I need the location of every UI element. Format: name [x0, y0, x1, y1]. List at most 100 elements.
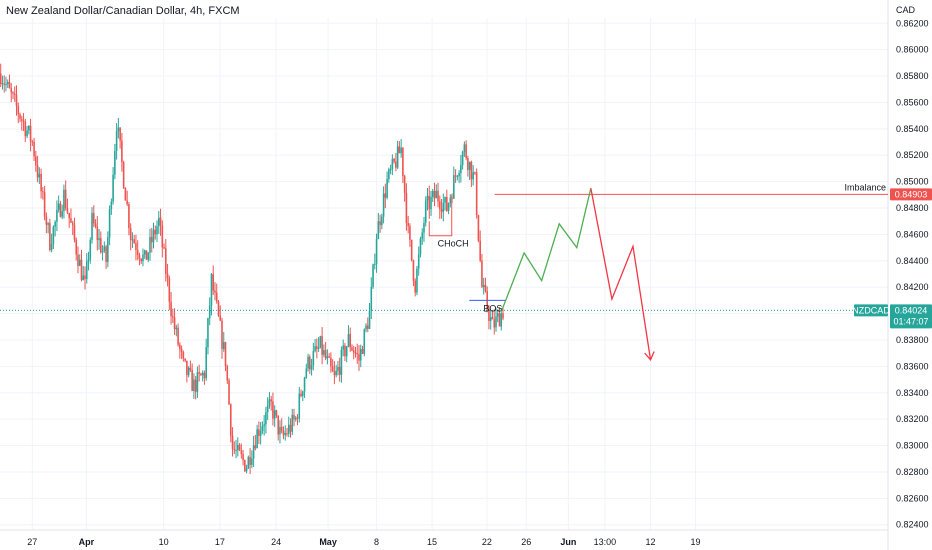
candle	[252, 435, 255, 467]
candle	[147, 251, 150, 263]
candle	[184, 358, 186, 363]
candle	[110, 198, 113, 215]
candle-body	[403, 176, 406, 193]
candle-body	[164, 248, 167, 275]
candle-body	[124, 188, 127, 201]
price-axis[interactable]: 0.86200 0.86000 0.85800 0.85600 0.85400 0.852…	[890, 5, 932, 530]
candle	[366, 317, 369, 333]
candle	[495, 307, 497, 332]
candle	[10, 83, 13, 103]
current-price-text: 0.84024	[895, 305, 928, 315]
candle	[414, 278, 416, 297]
candle-body	[454, 175, 457, 177]
candle	[265, 406, 267, 434]
candle	[410, 239, 413, 262]
candle	[66, 198, 69, 215]
candle-body	[136, 250, 139, 255]
candle-body	[446, 197, 448, 211]
candle-body	[437, 190, 439, 202]
x-tick-label: May	[319, 537, 337, 547]
candle-body	[208, 305, 211, 319]
candle	[454, 169, 457, 183]
candle-body	[324, 350, 327, 359]
y-tick-label: 0.83600	[896, 361, 929, 371]
candle	[424, 196, 427, 227]
candle	[502, 308, 504, 321]
candle	[268, 392, 271, 409]
candle-body	[1, 83, 4, 85]
candle	[468, 161, 471, 180]
candle-body	[117, 127, 120, 132]
candle-body	[279, 426, 281, 435]
candle-body	[254, 445, 257, 449]
candle	[402, 147, 404, 183]
candle-body	[460, 165, 462, 174]
candle-body	[100, 238, 102, 253]
candle	[200, 372, 202, 376]
candle-body	[172, 316, 174, 318]
candle	[449, 194, 452, 208]
candle-body	[337, 366, 339, 371]
candle	[284, 425, 287, 441]
x-tick-label: 19	[690, 537, 700, 547]
candle	[461, 150, 464, 170]
candle-body	[64, 189, 67, 209]
candle-body	[207, 318, 209, 348]
candle	[347, 325, 350, 348]
candle-body	[402, 147, 404, 177]
candle-body	[286, 433, 288, 435]
candle	[403, 174, 406, 202]
candle-body	[126, 200, 128, 205]
candle	[245, 464, 248, 474]
candle-body	[481, 260, 483, 287]
candle-body	[309, 356, 311, 370]
candle-body	[305, 368, 308, 378]
candle	[372, 263, 374, 289]
x-tick-label: 17	[215, 537, 225, 547]
candle-body	[89, 239, 92, 260]
candle-body	[293, 414, 295, 420]
x-tick-label: 22	[482, 537, 492, 547]
candle	[156, 220, 158, 242]
candle	[275, 409, 278, 418]
forecast-up-leg	[501, 188, 592, 312]
candle-body	[26, 130, 28, 137]
candle-body	[333, 371, 336, 376]
candle-body	[447, 203, 450, 211]
candle	[177, 323, 179, 347]
candle-body	[472, 172, 474, 180]
forecast-arrowhead	[644, 351, 655, 361]
x-tick-label: 12	[646, 537, 656, 547]
candle-body	[484, 284, 487, 292]
candle	[224, 341, 227, 372]
candle-body	[488, 309, 490, 322]
candle-body	[265, 412, 267, 425]
candle	[460, 154, 462, 183]
candle	[437, 182, 439, 208]
candle-body	[463, 144, 466, 153]
candle-body	[289, 424, 292, 432]
candle	[64, 180, 67, 211]
candle	[170, 291, 172, 325]
candle-body	[277, 415, 280, 435]
time-axis[interactable]: 27 Apr 10 17 24 May 8 15 22 26 Jun 13:00 12 19	[27, 537, 700, 547]
candle	[50, 233, 53, 253]
candle-body	[193, 379, 195, 391]
candle	[73, 217, 76, 243]
candle-body	[330, 357, 332, 367]
candle-body	[379, 221, 381, 225]
symbol-tag	[854, 304, 888, 317]
candle-body	[43, 192, 46, 217]
candle	[157, 211, 160, 234]
candle	[6, 79, 9, 88]
candle-body	[108, 209, 111, 238]
candle	[361, 345, 364, 355]
candle-body	[252, 445, 255, 459]
candle	[71, 220, 74, 236]
y-tick-label: 0.83000	[896, 441, 929, 451]
y-tick-label: 0.86200	[896, 18, 929, 28]
candle-body	[22, 120, 25, 122]
candle-body	[205, 347, 207, 379]
candle	[482, 277, 485, 295]
